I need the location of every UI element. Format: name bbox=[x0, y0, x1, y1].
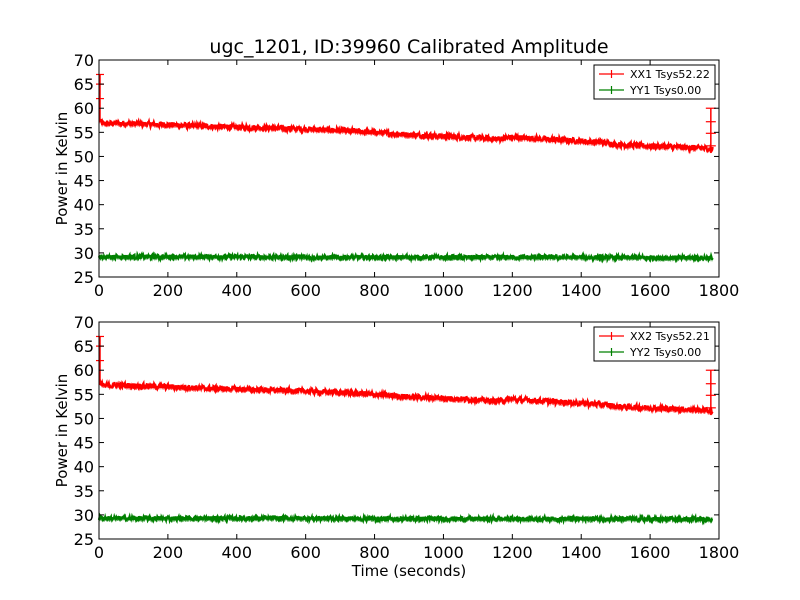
y-tick-label: 30 bbox=[74, 506, 94, 525]
y-tick-label: 45 bbox=[74, 172, 94, 191]
chart-title: ugc_1201, ID:39960 Calibrated Amplitude bbox=[209, 36, 608, 58]
y-tick-label: 65 bbox=[74, 337, 94, 356]
y-tick-label: 35 bbox=[74, 482, 94, 501]
legend-box bbox=[593, 64, 716, 100]
x-tick-label: 1000 bbox=[423, 543, 464, 562]
x-tick-label: 1400 bbox=[561, 543, 602, 562]
y-tick-label: 30 bbox=[74, 244, 94, 263]
bottom-panel: 0 200 400 600 800 1000 1200 1400 1600 1800 25 30 35 4… bbox=[53, 313, 739, 580]
legend-box bbox=[593, 326, 716, 362]
series-trace-shadow-1 bbox=[99, 382, 714, 416]
y-tick-label: 25 bbox=[74, 268, 94, 287]
axes-frame bbox=[98, 59, 720, 278]
y-tick-label: 70 bbox=[74, 51, 94, 70]
x-tick-label: 1800 bbox=[699, 281, 740, 300]
series-trace-shadow-2 bbox=[98, 516, 713, 525]
x-tick-label: 600 bbox=[290, 281, 321, 300]
x-tick-label: 400 bbox=[222, 543, 253, 562]
y-tick-label: 35 bbox=[74, 220, 94, 239]
x-tick-label: 600 bbox=[290, 543, 321, 562]
series-trace-shadow-2 bbox=[98, 254, 713, 263]
y-tick-label: 60 bbox=[74, 99, 94, 118]
y-tick-label: 45 bbox=[74, 434, 94, 453]
x-tick-label: 200 bbox=[153, 543, 184, 562]
legend-entry-label: XX1 Tsys52.22 bbox=[630, 68, 710, 81]
x-tick-label: 0 bbox=[94, 543, 104, 562]
y-tick-label: 25 bbox=[74, 530, 94, 549]
x-axis-label: Time (seconds) bbox=[351, 562, 467, 580]
x-tick-label: 1400 bbox=[561, 281, 602, 300]
axes-frame bbox=[98, 321, 720, 540]
x-tick-label: 1600 bbox=[630, 543, 671, 562]
y-axis-label: Power in Kelvin bbox=[53, 374, 71, 488]
y-tick-label: 65 bbox=[74, 75, 94, 94]
legend-entry-label: YY2 Tsys0.00 bbox=[629, 346, 701, 359]
y-tick-label: 55 bbox=[74, 123, 94, 142]
x-tick-label: 800 bbox=[359, 543, 390, 562]
y-tick-label: 60 bbox=[74, 361, 94, 380]
top-panel: 0 200 400 600 800 1000 1200 1400 1600 1800 25 30 35 4… bbox=[53, 51, 739, 300]
legend-entry-label: XX2 Tsys52.21 bbox=[630, 330, 710, 343]
x-tick-label: 1200 bbox=[492, 543, 533, 562]
legend-entry-label: YY1 Tsys0.00 bbox=[629, 84, 701, 97]
x-tick-label: 0 bbox=[94, 281, 104, 300]
y-tick-label: 55 bbox=[74, 385, 94, 404]
x-tick-label: 1200 bbox=[492, 281, 533, 300]
x-tick-label: 200 bbox=[153, 281, 184, 300]
x-tick-label: 1800 bbox=[699, 543, 740, 562]
y-axis-label: Power in Kelvin bbox=[53, 112, 71, 226]
x-tick-label: 1600 bbox=[630, 281, 671, 300]
series-trace-shadow-1 bbox=[99, 120, 714, 154]
y-tick-label: 40 bbox=[74, 196, 94, 215]
y-tick-label: 40 bbox=[74, 458, 94, 477]
y-tick-label: 50 bbox=[74, 147, 94, 166]
x-tick-label: 800 bbox=[359, 281, 390, 300]
legend: XX2 Tsys52.21 YY2 Tsys0.00 bbox=[593, 326, 716, 362]
y-tick-label: 70 bbox=[74, 313, 94, 332]
y-tick-label: 50 bbox=[74, 409, 94, 428]
legend: XX1 Tsys52.22 YY1 Tsys0.00 bbox=[593, 64, 716, 100]
x-tick-label: 1000 bbox=[423, 281, 464, 300]
x-tick-label: 400 bbox=[222, 281, 253, 300]
